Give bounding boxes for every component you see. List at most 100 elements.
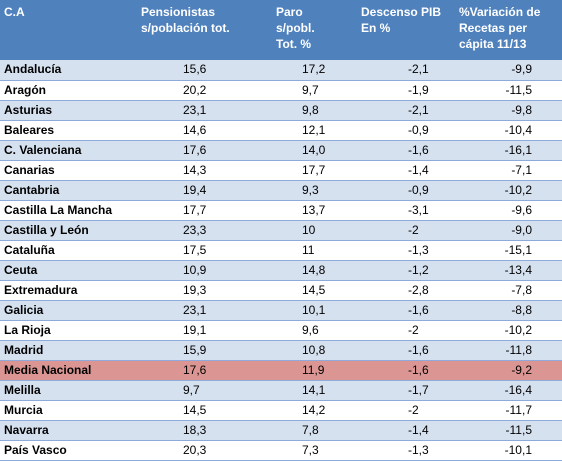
cell-variacion: -9,2 xyxy=(455,360,562,381)
cell-pensionistas: 9,7 xyxy=(137,380,272,401)
header-paro-line-2: s/pobl. xyxy=(276,21,315,35)
header-paro-line-1: Paro xyxy=(276,5,303,19)
cell-region: Madrid xyxy=(0,340,137,361)
cell-pensionistas: 20,2 xyxy=(137,80,272,101)
cell-variacion: -9,0 xyxy=(455,220,562,241)
cell-pib: -2,8 xyxy=(357,280,455,301)
table-row: Cataluña 17,5 11 -1,3 -15,1 xyxy=(0,240,562,261)
header-pib-line-2: En % xyxy=(361,21,391,35)
header-paro: Paro s/pobl. Tot. % xyxy=(272,0,357,60)
cell-paro: 10,1 xyxy=(272,300,357,321)
cell-pib: -2 xyxy=(357,400,455,421)
cell-variacion: -15,1 xyxy=(455,240,562,261)
cell-pib: -2,1 xyxy=(357,100,455,121)
cell-region: Media Nacional xyxy=(0,360,137,381)
cell-paro: 14,0 xyxy=(272,140,357,161)
header-region: C.A xyxy=(0,0,137,60)
header-pensionistas-line-2: s/población tot. xyxy=(141,21,230,35)
cell-pensionistas: 23,1 xyxy=(137,100,272,121)
header-variacion: %Variación de Recetas per cápita 11/13 xyxy=(455,0,562,60)
cell-pib: -0,9 xyxy=(357,120,455,141)
cell-pib: -3,1 xyxy=(357,200,455,221)
header-pib: Descenso PIB En % xyxy=(357,0,455,60)
table-row: Extremadura 19,3 14,5 -2,8 -7,8 xyxy=(0,280,562,301)
cell-pensionistas: 14,6 xyxy=(137,120,272,141)
cell-paro: 10 xyxy=(272,220,357,241)
cell-paro: 17,2 xyxy=(272,60,357,81)
cell-region: Aragón xyxy=(0,80,137,101)
cell-pib: -1,2 xyxy=(357,260,455,281)
table-row: Aragón 20,2 9,7 -1,9 -11,5 xyxy=(0,80,562,101)
header-region-line: C.A xyxy=(4,5,25,19)
cell-region: Galicia xyxy=(0,300,137,321)
cell-pensionistas: 10,9 xyxy=(137,260,272,281)
cell-variacion: -7,1 xyxy=(455,160,562,181)
cell-pib: -2 xyxy=(357,220,455,241)
cell-pib: -1,6 xyxy=(357,300,455,321)
cell-region: C. Valenciana xyxy=(0,140,137,161)
cell-pib: -2,1 xyxy=(357,60,455,81)
table-row: Madrid 15,9 10,8 -1,6 -11,8 xyxy=(0,340,562,361)
cell-variacion: -10,4 xyxy=(455,120,562,141)
cell-paro: 13,7 xyxy=(272,200,357,221)
cell-region: Castilla y León xyxy=(0,220,137,241)
cell-variacion: -7,8 xyxy=(455,280,562,301)
cell-region: Extremadura xyxy=(0,280,137,301)
cell-region: Navarra xyxy=(0,420,137,441)
cell-variacion: -10,1 xyxy=(455,440,562,461)
cell-paro: 14,8 xyxy=(272,260,357,281)
cell-paro: 11,9 xyxy=(272,360,357,381)
cell-pensionistas: 17,6 xyxy=(137,140,272,161)
table-row: Ceuta 10,9 14,8 -1,2 -13,4 xyxy=(0,260,562,281)
table-row: Baleares 14,6 12,1 -0,9 -10,4 xyxy=(0,120,562,141)
cell-variacion: -10,2 xyxy=(455,320,562,341)
cell-variacion: -9,6 xyxy=(455,200,562,221)
header-pensionistas-line-1: Pensionistas xyxy=(141,5,216,19)
cell-pensionistas: 19,4 xyxy=(137,180,272,201)
table-header: C.A Pensionistas s/población tot. Paro s… xyxy=(0,0,562,60)
table-row-highlighted: Media Nacional 17,6 11,9 -1,6 -9,2 xyxy=(0,360,562,381)
header-pensionistas: Pensionistas s/población tot. xyxy=(137,0,272,60)
cell-paro: 17,7 xyxy=(272,160,357,181)
cell-pib: -0,9 xyxy=(357,180,455,201)
cell-variacion: -16,4 xyxy=(455,380,562,401)
cell-pensionistas: 14,3 xyxy=(137,160,272,181)
header-paro-line-3: Tot. % xyxy=(276,37,312,51)
cell-region: Ceuta xyxy=(0,260,137,281)
cell-region: Canarias xyxy=(0,160,137,181)
cell-pib: -1,7 xyxy=(357,380,455,401)
cell-pensionistas: 19,3 xyxy=(137,280,272,301)
table-row: Melilla 9,7 14,1 -1,7 -16,4 xyxy=(0,380,562,401)
cell-pensionistas: 20,3 xyxy=(137,440,272,461)
table-row: Canarias 14,3 17,7 -1,4 -7,1 xyxy=(0,160,562,181)
table-row: Castilla y León 23,3 10 -2 -9,0 xyxy=(0,220,562,241)
cell-paro: 10,8 xyxy=(272,340,357,361)
cell-variacion: -11,5 xyxy=(455,80,562,101)
cell-paro: 14,1 xyxy=(272,380,357,401)
cell-region: Cantabria xyxy=(0,180,137,201)
cell-region: País Vasco xyxy=(0,440,137,461)
cell-pensionistas: 17,5 xyxy=(137,240,272,261)
cell-paro: 11 xyxy=(272,240,357,261)
header-variacion-line-1: %Variación de xyxy=(459,5,541,19)
cell-pensionistas: 23,3 xyxy=(137,220,272,241)
cell-variacion: -11,7 xyxy=(455,400,562,421)
cell-pensionistas: 23,1 xyxy=(137,300,272,321)
cell-variacion: -13,4 xyxy=(455,260,562,281)
cell-pib: -1,6 xyxy=(357,360,455,381)
cell-paro: 9,6 xyxy=(272,320,357,341)
table-row: La Rioja 19,1 9,6 -2 -10,2 xyxy=(0,320,562,341)
cell-variacion: -11,8 xyxy=(455,340,562,361)
cell-pib: -2 xyxy=(357,320,455,341)
table-row: C. Valenciana 17,6 14,0 -1,6 -16,1 xyxy=(0,140,562,161)
cell-pensionistas: 18,3 xyxy=(137,420,272,441)
table-body: Andalucía 15,6 17,2 -2,1 -9,9 Aragón 20,2 9,7 -1… xyxy=(0,60,562,461)
cell-region: Castilla La Mancha xyxy=(0,200,137,221)
cell-pib: -1,6 xyxy=(357,140,455,161)
cell-region: Baleares xyxy=(0,120,137,141)
cell-paro: 9,8 xyxy=(272,100,357,121)
cell-pib: -1,4 xyxy=(357,420,455,441)
cell-paro: 7,3 xyxy=(272,440,357,461)
cell-pib: -1,3 xyxy=(357,440,455,461)
